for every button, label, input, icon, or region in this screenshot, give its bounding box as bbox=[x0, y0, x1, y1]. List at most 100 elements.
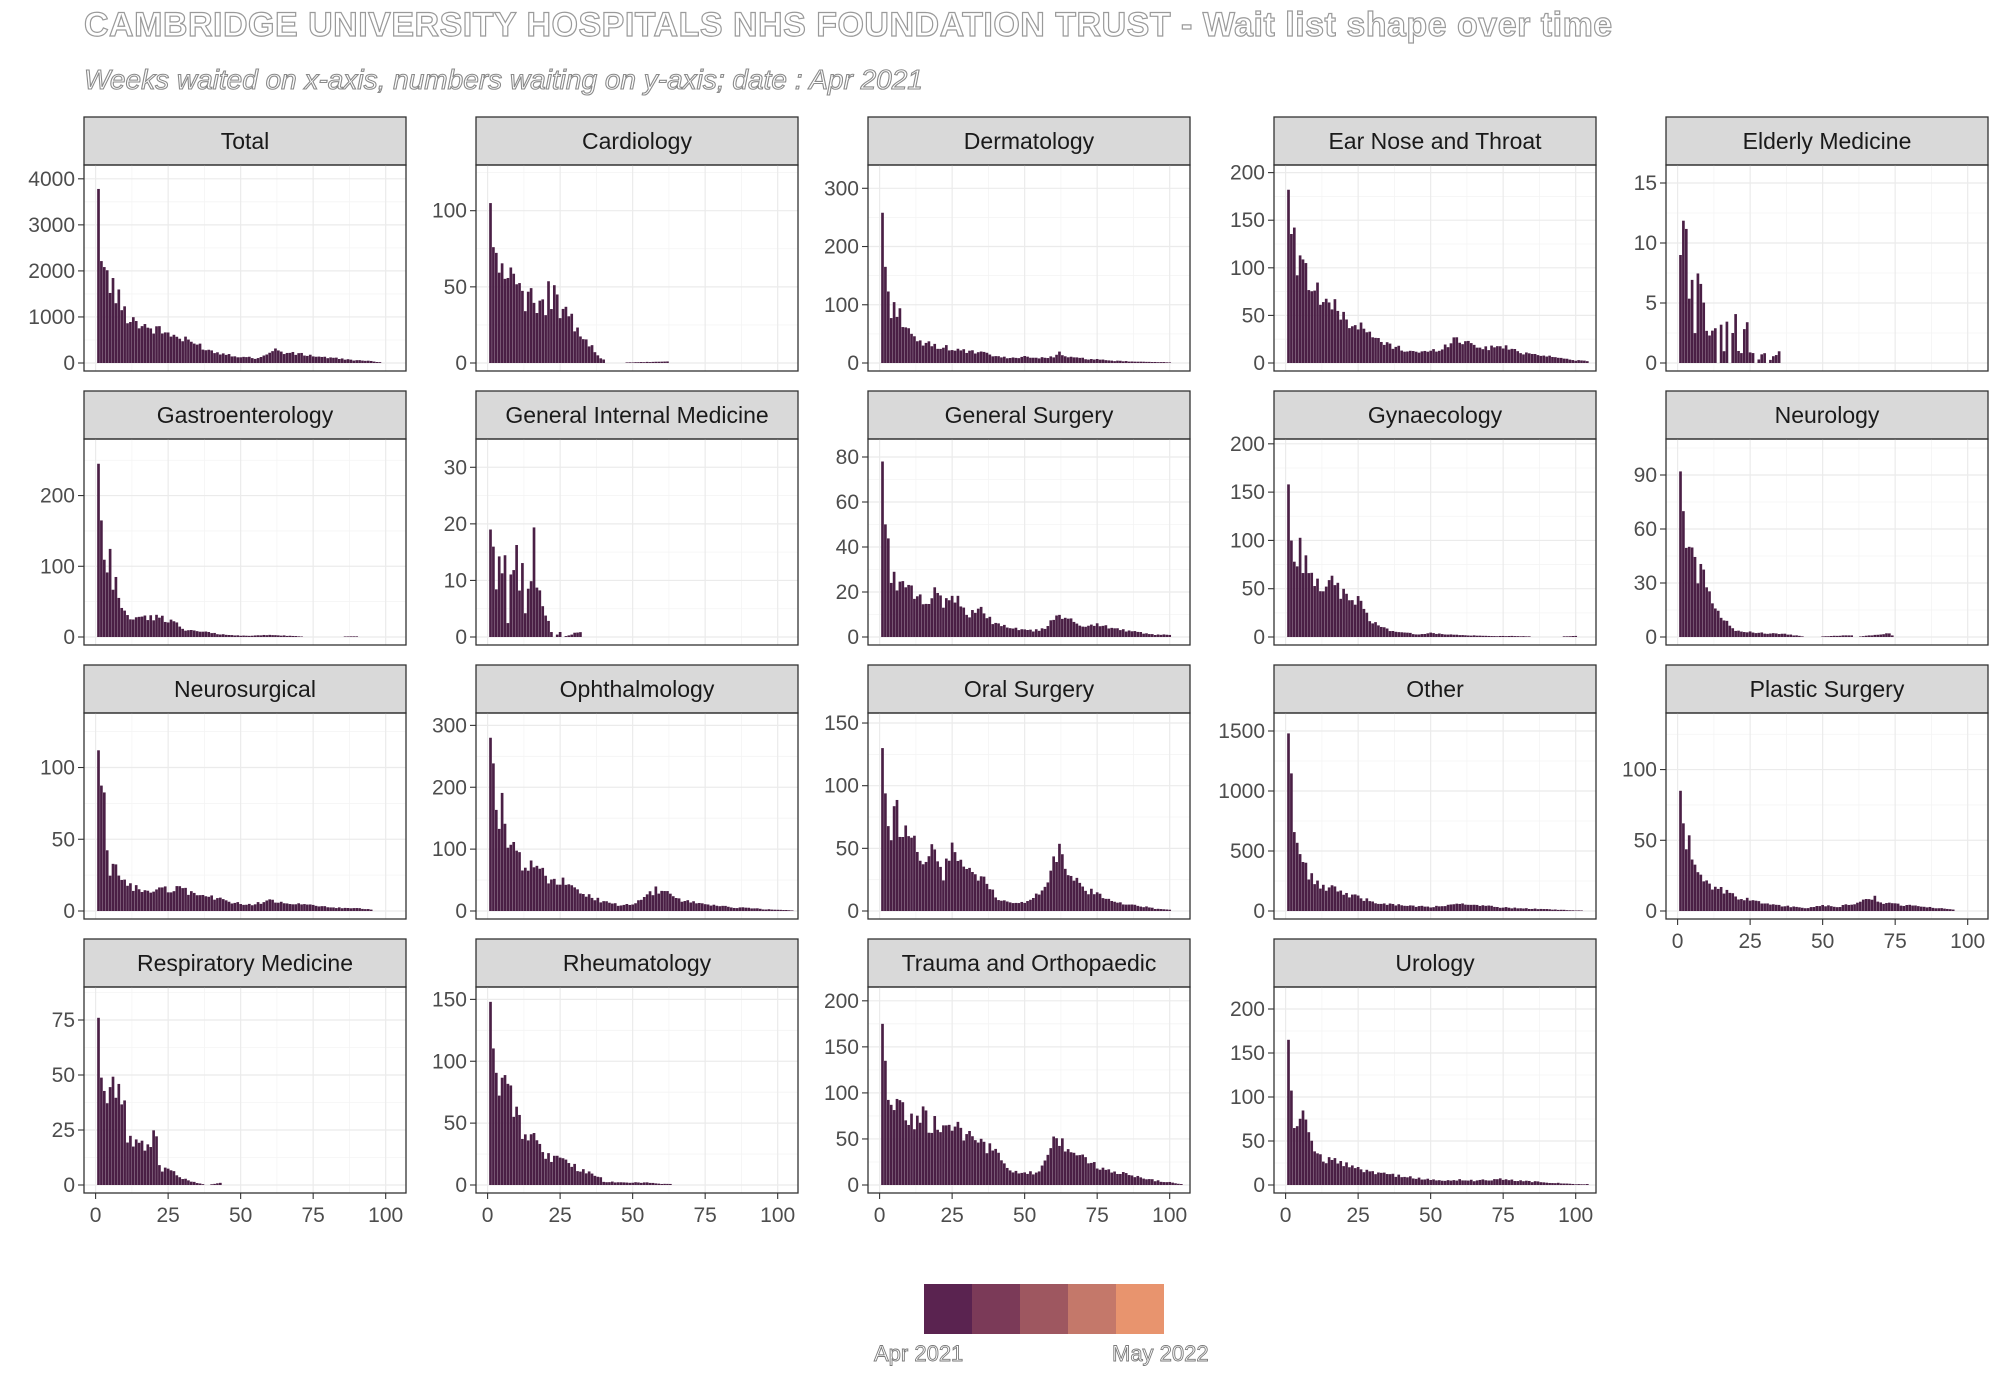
bar bbox=[550, 879, 553, 911]
bar bbox=[1713, 608, 1717, 637]
bar bbox=[352, 360, 356, 363]
bar bbox=[921, 604, 925, 637]
bar bbox=[921, 345, 925, 363]
facet-strip bbox=[1273, 390, 1597, 440]
bar bbox=[1443, 344, 1447, 363]
bar bbox=[518, 1114, 521, 1185]
bar bbox=[892, 302, 896, 363]
bar bbox=[1432, 907, 1435, 911]
facet-panel bbox=[1273, 712, 1597, 920]
bar bbox=[1527, 908, 1531, 911]
bar bbox=[1501, 635, 1505, 637]
bar bbox=[1310, 572, 1314, 637]
bar bbox=[1307, 879, 1311, 911]
bar bbox=[599, 1177, 603, 1185]
bar bbox=[895, 1098, 899, 1185]
bar bbox=[689, 902, 693, 911]
bar bbox=[881, 461, 884, 637]
bar bbox=[518, 283, 521, 363]
bar bbox=[561, 877, 565, 911]
bar bbox=[1156, 362, 1160, 363]
bar bbox=[250, 358, 254, 363]
bar bbox=[1449, 904, 1453, 911]
bar bbox=[581, 339, 585, 363]
bar bbox=[625, 362, 629, 363]
bar bbox=[1417, 1177, 1421, 1185]
bar bbox=[1554, 357, 1557, 363]
bar bbox=[1867, 899, 1871, 911]
bar bbox=[242, 904, 245, 911]
legend-swatch-4 bbox=[1068, 1284, 1116, 1334]
bar bbox=[1017, 358, 1021, 363]
bar bbox=[219, 897, 222, 911]
bar bbox=[544, 315, 547, 363]
bar bbox=[555, 294, 559, 363]
bar bbox=[1084, 1157, 1087, 1185]
bar bbox=[1754, 633, 1758, 637]
bar bbox=[248, 635, 251, 637]
bar bbox=[143, 615, 147, 637]
bar bbox=[175, 622, 179, 637]
bar bbox=[1406, 351, 1409, 363]
bar bbox=[596, 355, 600, 363]
bar bbox=[1310, 291, 1314, 363]
bar bbox=[117, 597, 121, 637]
bar bbox=[1037, 358, 1041, 363]
bar bbox=[323, 356, 327, 363]
bar bbox=[915, 341, 919, 363]
bar bbox=[1298, 255, 1302, 363]
y-tick-label: 0 bbox=[455, 626, 467, 649]
bar bbox=[1888, 902, 1891, 911]
bar bbox=[1087, 359, 1090, 363]
bar bbox=[1513, 636, 1517, 637]
bar bbox=[364, 360, 367, 363]
bar bbox=[913, 598, 916, 637]
bar bbox=[1693, 556, 1697, 637]
bar bbox=[137, 616, 141, 637]
bar bbox=[256, 635, 260, 637]
bar bbox=[300, 352, 303, 363]
bar bbox=[1095, 358, 1099, 363]
bar bbox=[1382, 627, 1386, 637]
bar bbox=[1385, 342, 1389, 363]
bar bbox=[1554, 909, 1557, 911]
bar bbox=[1740, 899, 1743, 911]
bar bbox=[782, 910, 785, 911]
facet-strip bbox=[475, 390, 799, 440]
bar bbox=[163, 621, 167, 637]
bar bbox=[494, 589, 498, 637]
bar bbox=[1409, 905, 1412, 911]
bar bbox=[1037, 630, 1041, 637]
y-tick-label: 1000 bbox=[28, 306, 75, 329]
bar bbox=[1307, 1132, 1311, 1185]
bar bbox=[274, 348, 277, 363]
facet-strip-label: Oral Surgery bbox=[964, 676, 1095, 702]
bar bbox=[651, 361, 655, 363]
bar bbox=[976, 352, 980, 363]
bar bbox=[1162, 634, 1166, 637]
y-tick-label: 100 bbox=[824, 294, 859, 317]
y-tick-label: 200 bbox=[40, 485, 75, 508]
bar bbox=[1113, 628, 1116, 637]
bar bbox=[1324, 1163, 1328, 1185]
bar bbox=[335, 357, 338, 363]
bar bbox=[1304, 555, 1308, 637]
legend-label-start: Apr 2021 bbox=[874, 1341, 964, 1367]
bar bbox=[1411, 905, 1415, 911]
bar bbox=[1342, 311, 1345, 363]
bar bbox=[1734, 896, 1737, 911]
bar bbox=[108, 875, 112, 911]
bar bbox=[105, 572, 109, 637]
bar bbox=[1835, 635, 1839, 637]
bar bbox=[581, 1169, 585, 1185]
bar bbox=[904, 825, 908, 911]
bar bbox=[489, 529, 492, 637]
bar bbox=[1374, 1174, 1377, 1185]
bar bbox=[1809, 907, 1813, 911]
bar bbox=[326, 358, 330, 363]
bar bbox=[1501, 348, 1505, 363]
bar bbox=[747, 907, 751, 911]
bar bbox=[361, 360, 364, 363]
bar bbox=[210, 633, 213, 637]
